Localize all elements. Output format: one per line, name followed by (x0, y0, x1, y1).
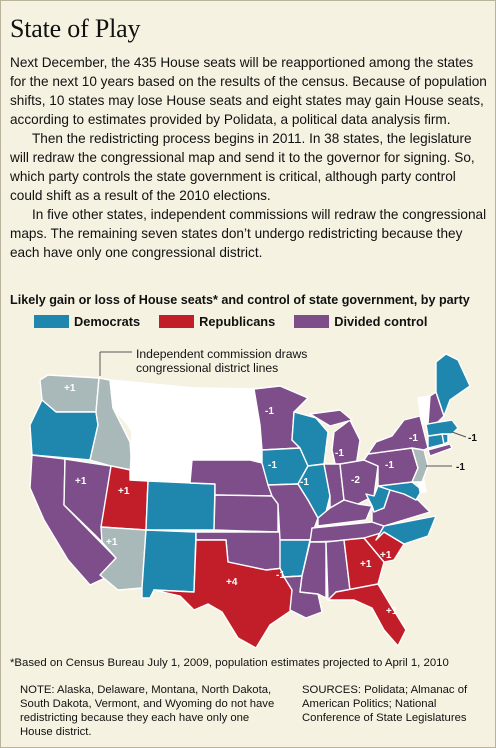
legend-label: Republicans (199, 313, 276, 329)
legend-item-republicans: Republicans (159, 314, 275, 329)
seat-label-la: -1 (276, 570, 285, 581)
intro-paragraph: In five other states, independent commis… (10, 207, 487, 261)
legend-item-divided: Divided control (294, 314, 427, 329)
seat-label-wa: +1 (64, 383, 76, 394)
intro-text: Next December, the 435 House seats will … (10, 53, 488, 263)
seat-label-fl: +1 (386, 606, 398, 617)
callout-line-ma (451, 431, 467, 438)
seat-label-tx: +4 (226, 577, 238, 588)
us-map: .st { stroke: #ffffff; stroke-width: 1.4… (29, 351, 477, 648)
seat-label-ga: +1 (360, 559, 372, 570)
state-ny (367, 415, 429, 455)
legend-swatch-republicans (159, 314, 195, 328)
seat-label-ny: -1 (409, 433, 418, 444)
intro-paragraph: Then the redistricting process begins in… (10, 131, 475, 204)
seat-label-nj: -1 (456, 462, 465, 473)
seat-label-nv: +1 (75, 476, 87, 487)
legend-swatch-democrats (34, 314, 69, 328)
map-legend: Democrats Republicans Divided control (34, 313, 446, 329)
legend-swatch-divided (294, 314, 330, 328)
commission-callout: Independent commission draws congression… (136, 347, 308, 375)
legend-label: Democrats (74, 313, 141, 329)
seat-label-az: +1 (106, 537, 118, 548)
footnote: *Based on Census Bureau July 1, 2009, po… (10, 657, 449, 669)
seat-label-sc: +1 (380, 550, 392, 561)
seat-label-il: -1 (300, 477, 309, 488)
state-sd (191, 424, 263, 464)
state-wy (129, 431, 193, 484)
state-nv (63, 458, 112, 543)
state-nh (427, 391, 445, 425)
state-me (435, 353, 471, 417)
state-ma (425, 419, 459, 437)
state-mi-up (309, 409, 353, 427)
state-fl (327, 583, 407, 647)
state-nd (192, 387, 261, 426)
state-ks (213, 494, 279, 533)
seat-label-pa: -1 (385, 460, 394, 471)
seat-label-mi: -1 (335, 448, 344, 459)
seat-label-ut: +1 (118, 486, 130, 497)
seat-label-ma: -1 (468, 433, 477, 444)
seat-label-ia: -1 (268, 460, 277, 471)
state-tx (153, 539, 293, 648)
map-heading: Likely gain or loss of House seats* and … (10, 293, 470, 307)
intro-paragraph: Next December, the 435 House seats will … (10, 55, 487, 128)
state-ky (317, 499, 373, 527)
seat-label-oh: -2 (351, 475, 360, 486)
state-nm (141, 529, 197, 599)
state-ny-li (427, 443, 453, 457)
legend-item-democrats: Democrats (34, 314, 140, 329)
legend-label: Divided control (334, 313, 428, 329)
seat-label-mn: -1 (265, 406, 274, 417)
sources-text: SOURCES: Polidata; Almanac of American P… (302, 684, 468, 724)
note-text: NOTE: Alaska, Delaware, Montana, North D… (20, 684, 275, 738)
state-co (145, 480, 216, 531)
page-title: State of Play (10, 14, 141, 43)
